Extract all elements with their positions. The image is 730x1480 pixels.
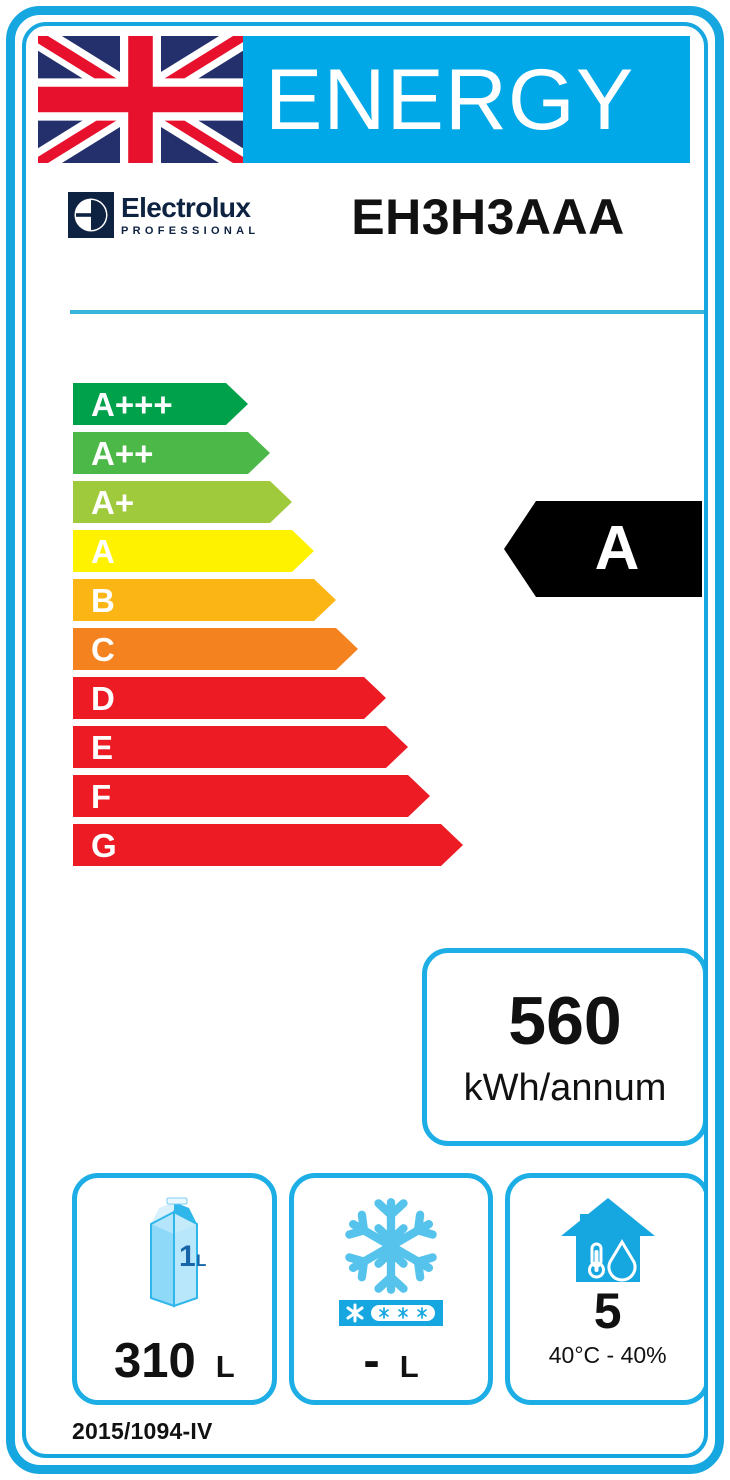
energy-class-bar-G: G	[73, 824, 463, 866]
fresh-volume-box: 1 L 310 L	[72, 1173, 277, 1405]
label-header: ENERGY	[38, 36, 690, 163]
energy-class-bar-E: E	[73, 726, 408, 768]
bar-shape	[73, 432, 270, 474]
bar-shape	[73, 726, 408, 768]
bar-label: F	[91, 777, 112, 815]
electrolux-wordmark: Electrolux PROFESSIONAL	[121, 192, 259, 237]
bar-shape	[73, 628, 358, 670]
union-jack-flag-icon	[38, 36, 243, 163]
consumption-unit: kWh/annum	[463, 1067, 667, 1109]
house-thermometer-droplet-icon	[558, 1192, 658, 1288]
electrolux-mark-icon	[68, 192, 114, 238]
bar-label: G	[91, 826, 117, 864]
bar-shape	[73, 677, 386, 719]
energy-label-frame: ENERGY Electrolux PROFESSIONAL E	[6, 6, 724, 1474]
bar-label: B	[91, 581, 115, 619]
milk-carton-icon: 1 L	[133, 1194, 215, 1314]
bar-shape	[73, 383, 248, 425]
fresh-volume-value: 310	[113, 1334, 196, 1388]
freezer-volume-value: -	[363, 1334, 380, 1388]
energy-class-bar-Aplus: A+	[73, 481, 292, 523]
energy-label-inner-frame: ENERGY Electrolux PROFESSIONAL E	[22, 22, 708, 1458]
svg-text:1: 1	[179, 1240, 196, 1273]
fresh-volume-readout: 310 L	[77, 1337, 272, 1386]
bar-shape	[73, 530, 314, 572]
energy-class-bar-B: B	[73, 579, 336, 621]
fresh-volume-unit: L	[215, 1349, 235, 1384]
brand-row: Electrolux PROFESSIONAL EH3H3AAA	[38, 178, 690, 270]
freezer-volume-readout: - L	[294, 1337, 489, 1386]
svg-text:L: L	[196, 1251, 206, 1270]
energy-title: ENERGY	[265, 51, 635, 148]
bar-label: A	[91, 532, 115, 570]
model-name: EH3H3AAA	[351, 189, 625, 245]
energy-banner: ENERGY	[243, 36, 690, 163]
energy-consumption-box: 560 kWh/annum	[422, 948, 704, 1146]
bar-label: C	[91, 630, 115, 668]
bar-shape	[73, 579, 336, 621]
snowflake-icon	[339, 1194, 443, 1298]
energy-class-bar-A: A	[73, 530, 314, 572]
brand-subtitle: PROFESSIONAL	[121, 225, 260, 237]
bar-label: A++	[91, 434, 154, 472]
bar-shape	[73, 481, 292, 523]
energy-rating-arrow: A	[504, 501, 702, 597]
brand-name: Electrolux	[121, 192, 251, 223]
bar-label: A+++	[91, 385, 173, 423]
bar-shape	[73, 775, 430, 817]
bar-label: E	[91, 728, 114, 766]
climate-class-box: 5 40°C - 40%	[505, 1173, 704, 1405]
regulation-reference: 2015/1094-IV	[72, 1418, 213, 1444]
bar-shape	[73, 824, 463, 866]
energy-class-bar-Aplusplusplus: A+++	[73, 383, 248, 425]
electrolux-logo: Electrolux PROFESSIONAL	[68, 192, 259, 238]
climate-conditions: 40°C - 40%	[548, 1342, 667, 1368]
bar-label: D	[91, 679, 115, 717]
header-divider	[70, 310, 704, 314]
energy-class-scale: A+++ A++ A+ A B C D E F G	[73, 383, 463, 873]
energy-class-bar-C: C	[73, 628, 358, 670]
climate-class-value: 5	[593, 1283, 622, 1339]
freezer-volume-unit: L	[399, 1349, 419, 1384]
energy-class-bar-Aplusplus: A++	[73, 432, 270, 474]
energy-class-bar-F: F	[73, 775, 430, 817]
consumption-value: 560	[508, 983, 622, 1059]
rating-letter: A	[594, 514, 640, 583]
energy-class-bar-D: D	[73, 677, 386, 719]
bar-label: A+	[91, 483, 135, 521]
freezer-volume-box: - L	[288, 1173, 494, 1405]
star-rating-badge	[339, 1300, 443, 1326]
info-boxes: 1 L 310 L	[72, 1173, 704, 1405]
